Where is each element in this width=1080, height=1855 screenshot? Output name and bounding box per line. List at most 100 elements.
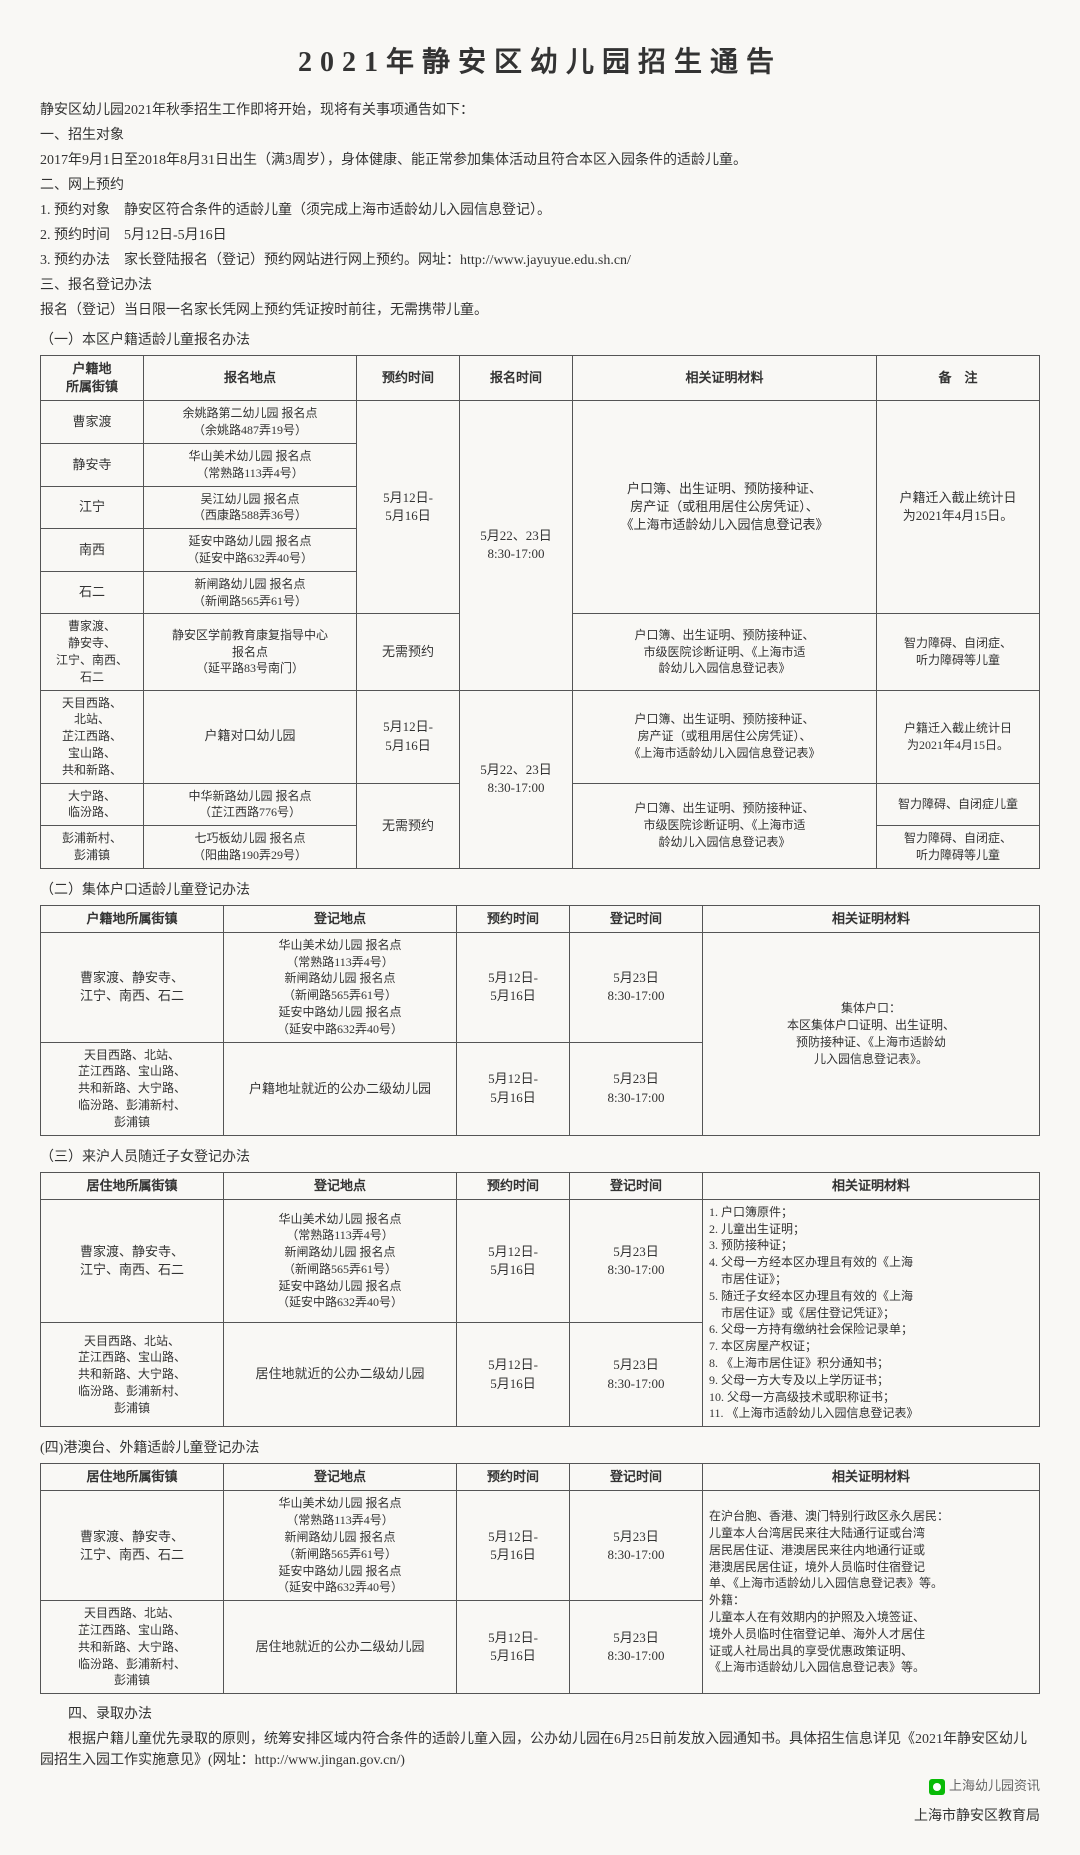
intro-line-7: 三、报名登记办法: [40, 275, 1040, 296]
t1-h3: 报名时间: [460, 356, 573, 401]
t3-docs: 1. 户口簿原件；2. 儿童出生证明；3. 预防接种证；4. 父母一方经本区办理…: [703, 1199, 1040, 1426]
t4-r2-town: 天目西路、北站、芷江西路、宝山路、共和新路、大宁路、临汾路、彭浦新村、彭浦镇: [41, 1601, 224, 1694]
t1-r3-place: 延安中路幼儿园 报名点（延安中路632弄40号）: [144, 529, 357, 572]
t4-r2-reserve: 5月12日-5月16日: [457, 1601, 570, 1694]
t4-h3: 登记时间: [570, 1464, 703, 1491]
t2-r2-place: 户籍地址就近的公办二级幼儿园: [224, 1042, 457, 1135]
t3-r1-reserve: 5月12日-5月16日: [457, 1199, 570, 1322]
t4-r2-place: 居住地就近的公办二级幼儿园: [224, 1601, 457, 1694]
t1-r0-place: 余姚路第二幼儿园 报名点（余姚路487弄19号）: [144, 401, 357, 444]
t1-r8-docs: 户口簿、出生证明、预防接种证、市级医院诊断证明、《上海市适龄幼儿入园信息登记表》: [573, 783, 877, 868]
t2-r2-town: 天目西路、北站、芷江西路、宝山路、共和新路、大宁路、临汾路、彭浦新村、彭浦镇: [41, 1042, 224, 1135]
t1-r8-note: 智力障碍、自闭症儿童: [877, 783, 1040, 826]
t1-r7-docs: 户口簿、出生证明、预防接种证、房产证（或租用居住公房凭证）、《上海市适龄幼儿入园…: [573, 690, 877, 783]
t3-r1-place: 华山美术幼儿园 报名点（常熟路113弄4号）新闸路幼儿园 报名点（新闸路565弄…: [224, 1199, 457, 1322]
t2-r1-place: 华山美术幼儿园 报名点（常熟路113弄4号）新闸路幼儿园 报名点（新闸路565弄…: [224, 932, 457, 1042]
t1-r4-place: 新闸路幼儿园 报名点（新闸路565弄61号）: [144, 571, 357, 614]
t2-h3: 登记时间: [570, 905, 703, 932]
table-3: 居住地所属街镇 登记地点 预约时间 登记时间 相关证明材料 曹家渡、静安寺、江宁…: [40, 1172, 1040, 1428]
intro-line-3: 二、网上预约: [40, 175, 1040, 196]
outro-line-0: 四、录取办法: [40, 1704, 1040, 1725]
t1-r7-reserve: 5月12日-5月16日: [357, 690, 460, 783]
intro-line-4: 1. 预约对象 静安区符合条件的适龄儿童（须完成上海市适龄幼儿入园信息登记）。: [40, 200, 1040, 221]
table-2: 户籍地所属街镇 登记地点 预约时间 登记时间 相关证明材料 曹家渡、静安寺、江宁…: [40, 905, 1040, 1136]
t1-r2-town: 江宁: [41, 486, 144, 529]
t1-r0-town: 曹家渡: [41, 401, 144, 444]
t3-h2: 预约时间: [457, 1172, 570, 1199]
t2-label: （二）集体户口适龄儿童登记办法: [40, 879, 1040, 899]
t1-r6-note: 智力障碍、自闭症、听力障碍等儿童: [877, 614, 1040, 690]
t3-r2-reserve: 5月12日-5月16日: [457, 1322, 570, 1426]
outro-block: 四、录取办法 根据户籍儿童优先录取的原则，统筹安排区域内符合条件的适龄儿童入园，…: [40, 1704, 1040, 1771]
table-4: 居住地所属街镇 登记地点 预约时间 登记时间 相关证明材料 曹家渡、静安寺、江宁…: [40, 1463, 1040, 1694]
t1-r6-place: 静安区学前教育康复指导中心报名点（延平路83号南门）: [144, 614, 357, 690]
t2-r2-reserve: 5月12日-5月16日: [457, 1042, 570, 1135]
t1-r6-docs: 户口簿、出生证明、预防接种证、市级医院诊断证明、《上海市适龄幼儿入园信息登记表》: [573, 614, 877, 690]
intro-line-6: 3. 预约办法 家长登陆报名（登记）预约网站进行网上预约。网址：http://w…: [40, 250, 1040, 271]
t2-r1-time: 5月23日8:30-17:00: [570, 932, 703, 1042]
t4-r1-place: 华山美术幼儿园 报名点（常熟路113弄4号）新闸路幼儿园 报名点（新闸路565弄…: [224, 1491, 457, 1601]
t1-g1-docs: 户口簿、出生证明、预防接种证、房产证（或租用居住公房凭证）、《上海市适龄幼儿入园…: [573, 401, 877, 614]
t1-r8-town: 大宁路、临汾路、: [41, 783, 144, 826]
wechat-text: 上海幼儿园资讯: [949, 1778, 1040, 1793]
intro-line-5: 2. 预约时间 5月12日-5月16日: [40, 225, 1040, 246]
t1-g1-reserve: 5月12日-5月16日: [357, 401, 460, 614]
t1-r6-reserve: 无需预约: [357, 614, 460, 690]
t1-r1-place: 华山美术幼儿园 报名点（常熟路113弄4号）: [144, 443, 357, 486]
intro-line-8: 报名（登记）当日限一名家长凭网上预约凭证按时前往，无需携带儿童。: [40, 300, 1040, 321]
t2-docs: 集体户口：本区集体户口证明、出生证明、预防接种证、《上海市适龄幼儿入园信息登记表…: [703, 932, 1040, 1135]
intro-line-2: 2017年9月1日至2018年8月31日出生（满3周岁），身体健康、能正常参加集…: [40, 150, 1040, 171]
t3-h1: 登记地点: [224, 1172, 457, 1199]
t2-h2: 预约时间: [457, 905, 570, 932]
t1-label: （一）本区户籍适龄儿童报名办法: [40, 329, 1040, 349]
t2-r2-time: 5月23日8:30-17:00: [570, 1042, 703, 1135]
t1-r3-town: 南西: [41, 529, 144, 572]
t1-r4-town: 石二: [41, 571, 144, 614]
t1-r9-note: 智力障碍、自闭症、听力障碍等儿童: [877, 826, 1040, 869]
footer-org: 上海市静安区教育局: [40, 1805, 1040, 1825]
t3-r2-place: 居住地就近的公办二级幼儿园: [224, 1322, 457, 1426]
t1-r7-note: 户籍迁入截止统计日为2021年4月15日。: [877, 690, 1040, 783]
t1-r9-place: 七巧板幼儿园 报名点（阳曲路190弄29号）: [144, 826, 357, 869]
t1-r8-reserve: 无需预约: [357, 783, 460, 868]
t3-r1-time: 5月23日8:30-17:00: [570, 1199, 703, 1322]
t4-r1-town: 曹家渡、静安寺、江宁、南西、石二: [41, 1491, 224, 1601]
table-1: 户籍地所属街镇 报名地点 预约时间 报名时间 相关证明材料 备 注 曹家渡 余姚…: [40, 355, 1040, 869]
t1-r7-place: 户籍对口幼儿园: [144, 690, 357, 783]
t1-r1-town: 静安寺: [41, 443, 144, 486]
t4-r1-time: 5月23日8:30-17:00: [570, 1491, 703, 1601]
intro-line-0: 静安区幼儿园2021年秋季招生工作即将开始，现将有关事项通告如下：: [40, 100, 1040, 121]
t3-label: （三）来沪人员随迁子女登记办法: [40, 1146, 1040, 1166]
t3-r1-town: 曹家渡、静安寺、江宁、南西、石二: [41, 1199, 224, 1322]
t4-label: (四)港澳台、外籍适龄儿童登记办法: [40, 1437, 1040, 1457]
t1-g1-time: 5月22、23日8:30-17:00: [460, 401, 573, 690]
t1-r2-place: 吴江幼儿园 报名点（西康路588弄36号）: [144, 486, 357, 529]
t2-h4: 相关证明材料: [703, 905, 1040, 932]
t4-h1: 登记地点: [224, 1464, 457, 1491]
t4-h2: 预约时间: [457, 1464, 570, 1491]
t3-r2-town: 天目西路、北站、芷江西路、宝山路、共和新路、大宁路、临汾路、彭浦新村、彭浦镇: [41, 1322, 224, 1426]
page-title: 2021年静安区幼儿园招生通告: [40, 40, 1040, 80]
t2-r1-town: 曹家渡、静安寺、江宁、南西、石二: [41, 932, 224, 1042]
t1-r6-town: 曹家渡、静安寺、江宁、南西、石二: [41, 614, 144, 690]
t3-r2-time: 5月23日8:30-17:00: [570, 1322, 703, 1426]
intro-line-1: 一、招生对象: [40, 125, 1040, 146]
t3-h4: 相关证明材料: [703, 1172, 1040, 1199]
wechat-icon: [929, 1779, 945, 1795]
t3-h3: 登记时间: [570, 1172, 703, 1199]
t2-h1: 登记地点: [224, 905, 457, 932]
intro-block: 静安区幼儿园2021年秋季招生工作即将开始，现将有关事项通告如下： 一、招生对象 2…: [40, 100, 1040, 321]
t4-h4: 相关证明材料: [703, 1464, 1040, 1491]
t1-h2: 预约时间: [357, 356, 460, 401]
t4-r1-reserve: 5月12日-5月16日: [457, 1491, 570, 1601]
t1-r9-town: 彭浦新村、彭浦镇: [41, 826, 144, 869]
t1-r7-time: 5月22、23日8:30-17:00: [460, 690, 573, 868]
t1-g1-note: 户籍迁入截止统计日为2021年4月15日。: [877, 401, 1040, 614]
t4-docs: 在沪台胞、香港、澳门特别行政区永久居民：儿童本人台湾居民来往大陆通行证或台湾居民…: [703, 1491, 1040, 1694]
wechat-tag: 上海幼儿园资讯: [40, 1775, 1040, 1795]
outro-line-1: 根据户籍儿童优先录取的原则，统筹安排区域内符合条件的适龄儿童入园，公办幼儿园在6…: [40, 1729, 1040, 1771]
t4-r2-time: 5月23日8:30-17:00: [570, 1601, 703, 1694]
t1-r8-place: 中华新路幼儿园 报名点（芷江西路776号）: [144, 783, 357, 826]
t1-h1: 报名地点: [144, 356, 357, 401]
t3-h0: 居住地所属街镇: [41, 1172, 224, 1199]
